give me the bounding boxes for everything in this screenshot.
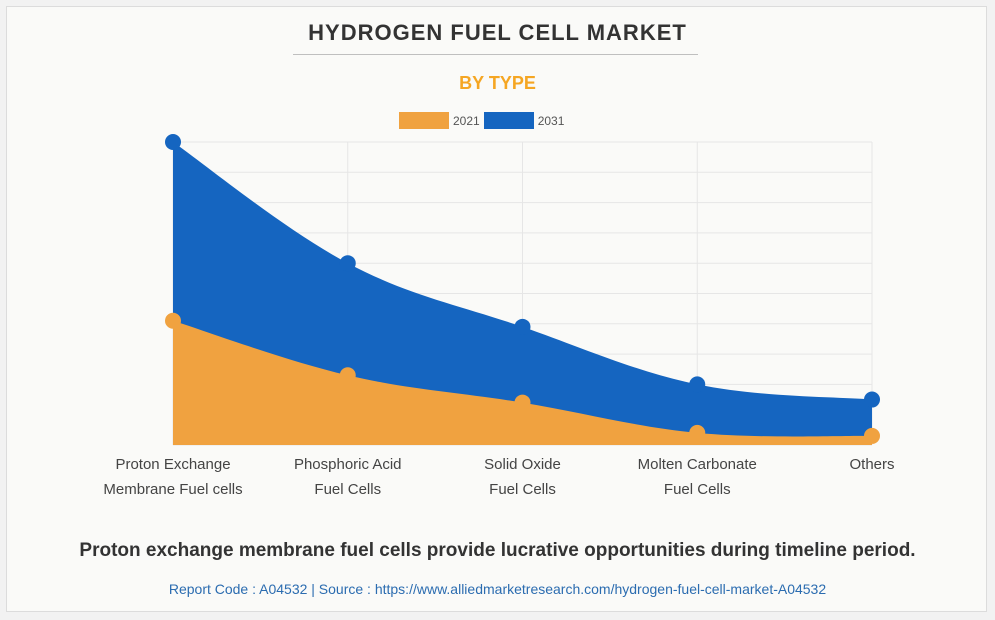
headline-text: Proton exchange membrane fuel cells prov… xyxy=(79,540,916,561)
x-tick-label-line: Others xyxy=(849,456,895,473)
legend-label-2021: 2021 xyxy=(453,113,480,128)
legend-item-2021[interactable]: 2021 xyxy=(399,112,480,129)
chart-card xyxy=(6,6,987,612)
point-2021-1 xyxy=(339,367,356,384)
point-2031-0 xyxy=(165,134,181,150)
x-tick-label: Proton Exchange Membrane Fuel cells xyxy=(78,452,268,502)
x-tick-label: Solid Oxide Fuel Cells xyxy=(428,452,618,502)
legend-label-2031: 2031 xyxy=(537,113,565,128)
report-source-line[interactable]: Report Code : A04532 | Source : https://… xyxy=(168,581,827,597)
legend-swatch-2021 xyxy=(399,112,449,129)
x-tick-label-line: Membrane Fuel cells xyxy=(103,481,243,498)
chart-title: HYDROGEN FUEL CELL MARKET xyxy=(308,20,687,45)
point-2021-2 xyxy=(514,394,531,411)
point-2021-4 xyxy=(864,427,880,444)
point-2031-2 xyxy=(514,318,531,335)
point-2031-3 xyxy=(689,376,706,393)
legend-item-2031[interactable]: 2031 xyxy=(483,112,565,129)
x-tick-label-line: Proton Exchange xyxy=(115,456,231,473)
legend-swatch-2031 xyxy=(483,112,534,129)
x-tick-label-line: Fuel Cells xyxy=(489,481,556,498)
legend: 2021 2031 xyxy=(399,112,568,129)
x-tick-label-line: Fuel Cells xyxy=(663,481,731,498)
point-2021-3 xyxy=(689,424,706,441)
point-2031-4 xyxy=(864,391,880,408)
area-series-2021 xyxy=(173,320,872,445)
title-divider xyxy=(293,54,698,55)
x-tick-label-line: Molten Carbonate xyxy=(637,456,757,473)
x-tick-label-line: Solid Oxide xyxy=(484,456,561,473)
x-tick-label: Molten Carbonate Fuel Cells xyxy=(602,452,792,502)
x-tick-label-line: Phosphoric Acid xyxy=(293,456,402,473)
x-tick-label-line: Fuel Cells xyxy=(314,481,382,498)
x-tick-label: Others xyxy=(777,452,967,477)
x-tick-label: Phosphoric Acid Fuel Cells xyxy=(253,452,443,502)
point-2021-0 xyxy=(165,312,181,329)
point-2031-1 xyxy=(339,255,356,272)
chart-subtitle: BY TYPE xyxy=(459,73,536,93)
